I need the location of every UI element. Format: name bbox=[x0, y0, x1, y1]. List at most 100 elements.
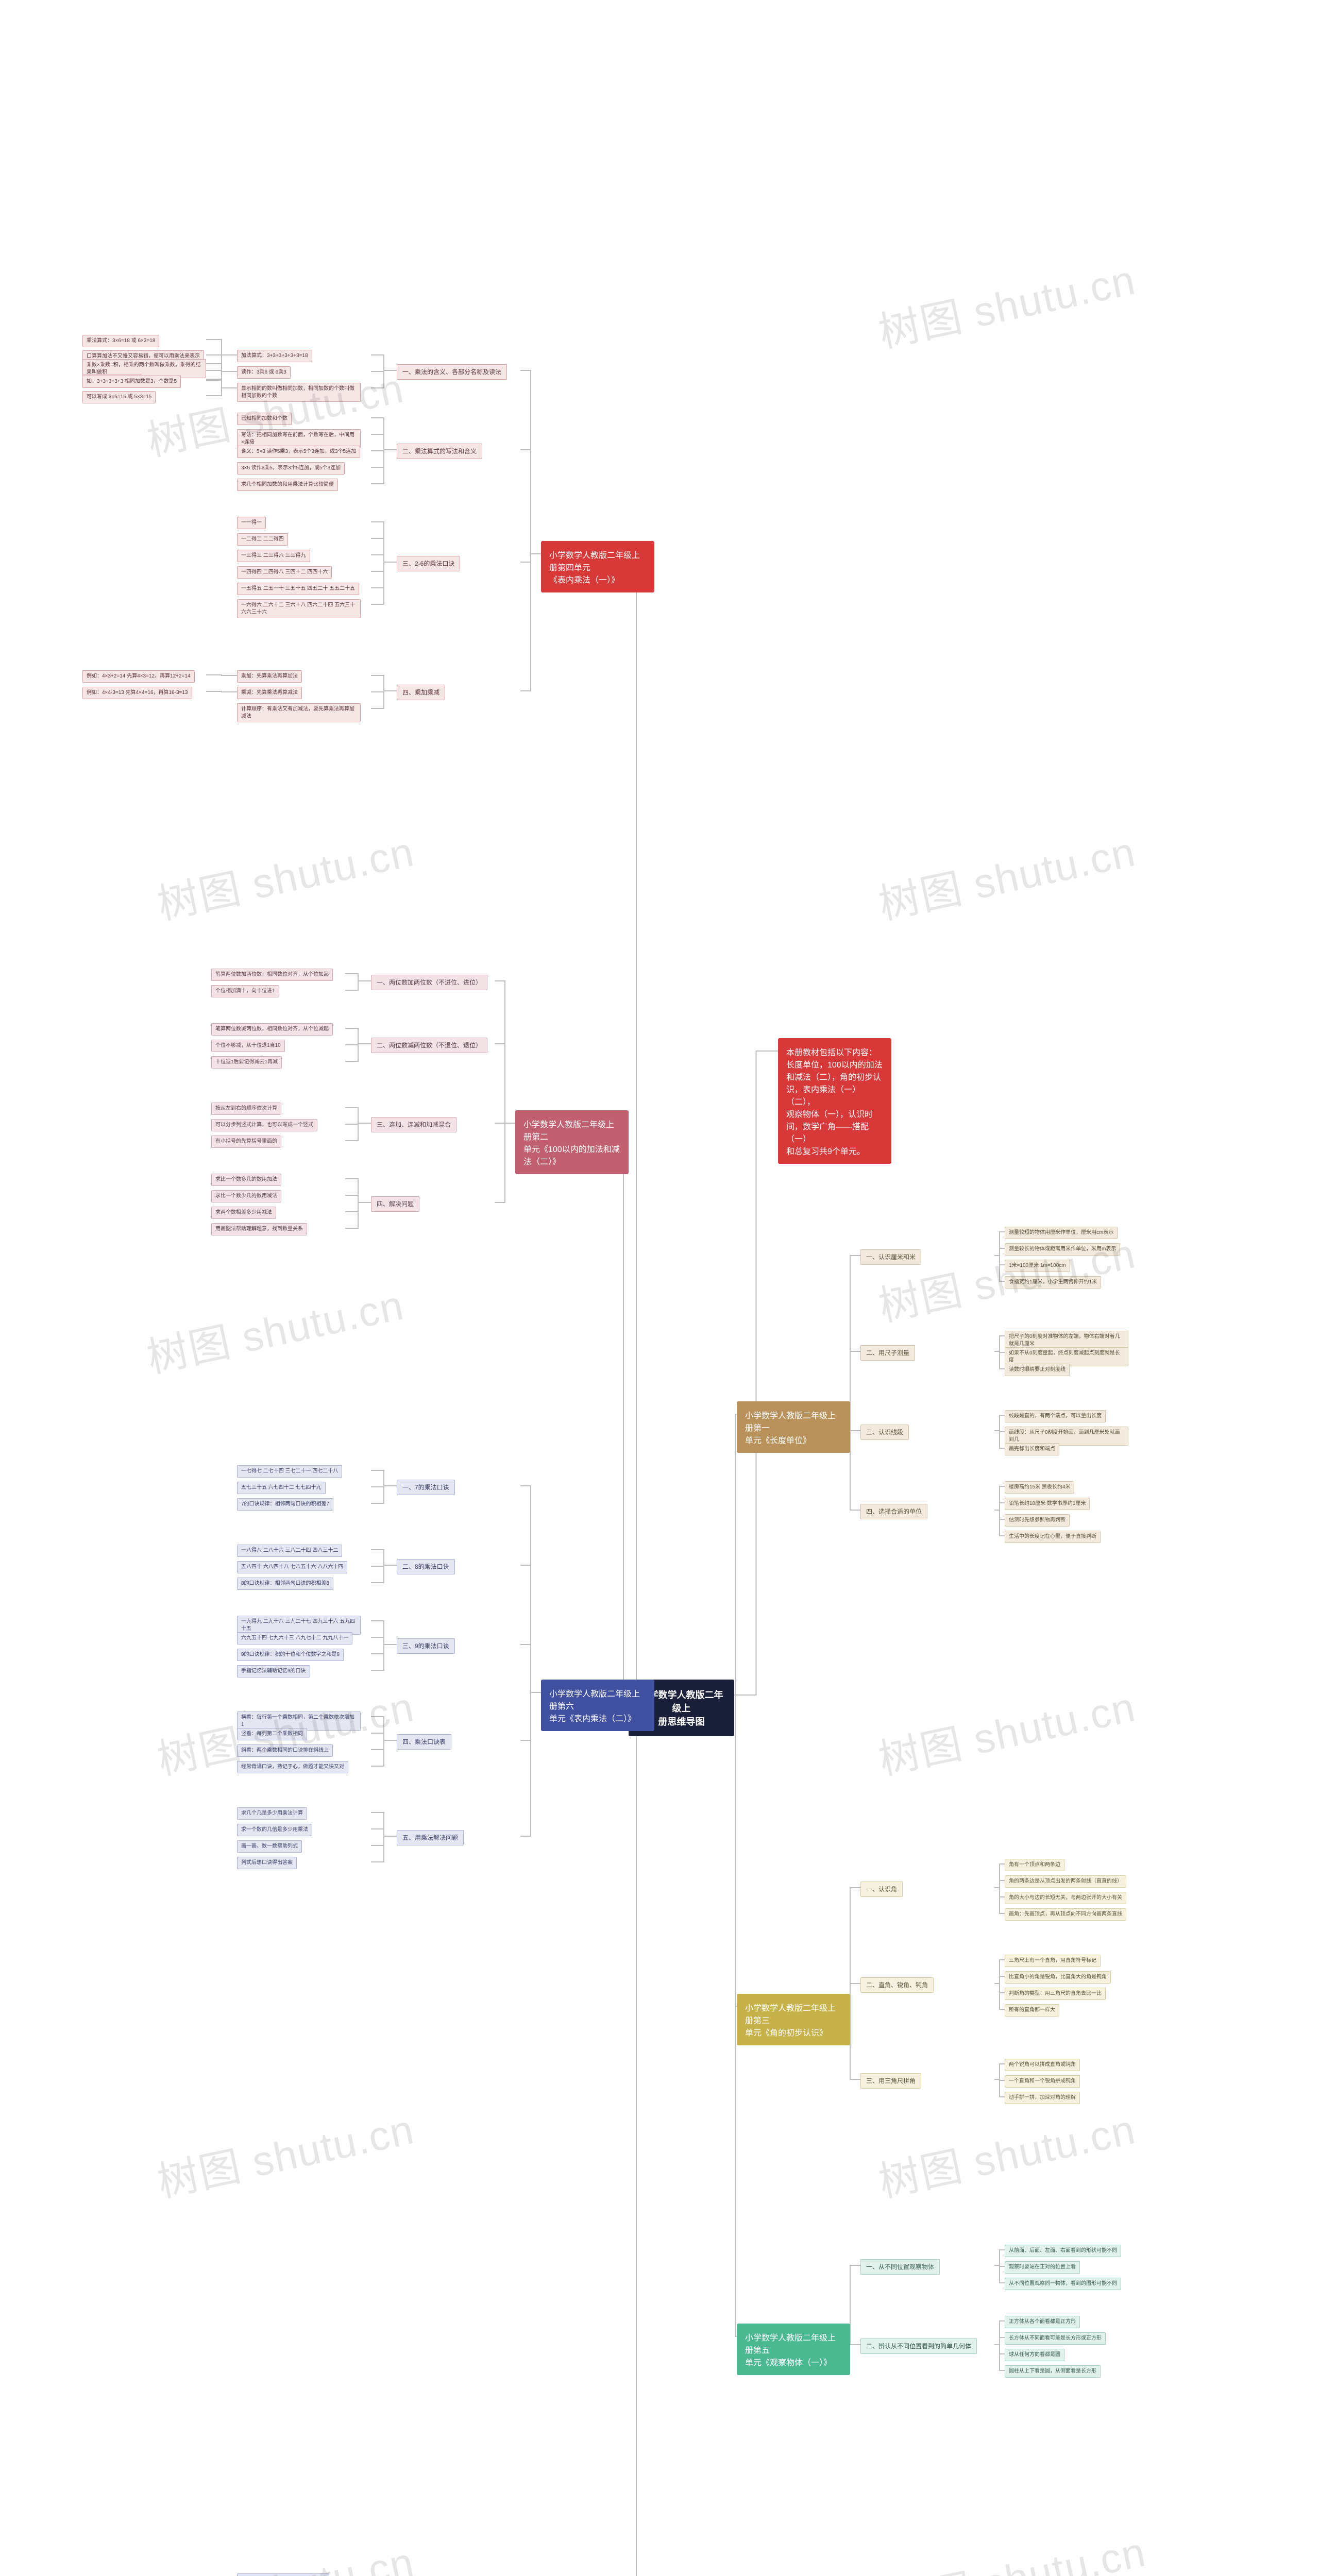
leaf-node: 长方体从不同面看可能是长方形或正方形 bbox=[1005, 2332, 1106, 2345]
leaf-node: 例如：4×3+2=14 先算4×3=12，再算12+2=14 bbox=[82, 670, 195, 683]
sub-node: 三、2-6的乘法口诀 bbox=[397, 556, 460, 571]
watermark: 树图 shutu.cn bbox=[151, 2096, 419, 2209]
sub-node: 五、用乘法解决问题 bbox=[397, 1830, 464, 1845]
watermark: 树图 shutu.cn bbox=[872, 819, 1140, 931]
leaf-node: 三角尺上有一个直角，用直角符号标记 bbox=[1005, 1955, 1101, 1967]
leaf-node: 画完标出长度和端点 bbox=[1005, 1443, 1059, 1455]
leaf-node: 求比一个数多几的数用加法 bbox=[211, 1174, 281, 1186]
connectors-layer bbox=[0, 0, 1319, 2576]
leaf-node: 球从任何方向看都是圆 bbox=[1005, 2349, 1064, 2361]
leaf-node: 一四得四 二四得八 三四十二 四四十六 bbox=[237, 566, 332, 579]
watermark: 树图 shutu.cn bbox=[883, 2519, 1151, 2576]
leaf-node: 求比一个数少几的数用减法 bbox=[211, 1190, 281, 1202]
leaf-node: 画角：先画顶点，再从顶点向不同方向画两条直线 bbox=[1005, 1908, 1126, 1921]
leaf-node: 9的口诀规律：积的十位和个位数字之和是9 bbox=[237, 1649, 344, 1661]
sub-node: 二、辨认从不同位置看到的简单几何体 bbox=[860, 2338, 977, 2354]
sub-node: 三、认识线段 bbox=[860, 1425, 909, 1440]
leaf-node: 圆柱从上下看是圆，从侧面看是长方形 bbox=[1005, 2365, 1101, 2378]
leaf-node: 乘加：先算乘法再算加法 bbox=[237, 670, 302, 683]
sub-node: 四、乘法口诀表 bbox=[397, 1734, 451, 1750]
leaf-node: 有小括号的先算括号里面的 bbox=[211, 1136, 281, 1148]
leaf-node: 笔算两位数减两位数，相同数位对齐，从个位减起 bbox=[211, 1023, 333, 1036]
leaf-node: 正方体从各个面看都是正方形 bbox=[1005, 2316, 1080, 2328]
leaf-node: 笔算两位数加两位数，相同数位对齐，从个位加起 bbox=[211, 969, 333, 981]
leaf-node: 例如：4×4-3=13 先算4×4=16，再算16-3=13 bbox=[82, 687, 192, 699]
leaf-node: 铅笔长约18厘米 数学书厚约1厘米 bbox=[1005, 1498, 1090, 1510]
leaf-node: 角的两条边是从顶点出发的两条射线（直直的线） bbox=[1005, 1875, 1126, 1888]
leaf-node: 楼房高约15米 黑板长约4米 bbox=[1005, 1481, 1074, 1494]
leaf-node: 所有的直角都一样大 bbox=[1005, 2004, 1059, 2016]
leaf-node: 五七三十五 六七四十二 七七四十九 bbox=[237, 1482, 326, 1494]
sub-node: 二、8的乘法口诀 bbox=[397, 1559, 455, 1574]
leaf-node: 一七得七 二七十四 三七二十一 四七二十八 bbox=[237, 1465, 342, 1478]
leaf-node: 用1、2两个数字组成两位数：12、21 bbox=[237, 2573, 329, 2576]
watermark: 树图 shutu.cn bbox=[151, 819, 419, 931]
sub-node: 二、用尺子测量 bbox=[860, 1345, 915, 1361]
leaf-node: 估测时先想参照物再判断 bbox=[1005, 1514, 1070, 1527]
sub-node: 四、选择合适的单位 bbox=[860, 1504, 927, 1519]
leaf-node: 已知相同加数和个数 bbox=[237, 413, 292, 425]
leaf-node: 测量较长的物体或距离用米作单位，米用m表示 bbox=[1005, 1243, 1120, 1256]
sub-node: 二、两位数减两位数（不退位、退位） bbox=[371, 1038, 487, 1053]
leaf-node: 加法算式：3+3+3+3+3+3=18 bbox=[237, 350, 312, 362]
leaf-node: 一五得五 二五一十 三五十五 四五二十 五五二十五 bbox=[237, 583, 359, 595]
leaf-node: 含义：5×3 读作5乘3，表示5个3连加，或3个5连加 bbox=[237, 446, 360, 458]
leaf-node: 六九五十四 七九六十三 八九七十二 九九八十一 bbox=[237, 1632, 352, 1645]
leaf-node: 观察时要站在正对的位置上看 bbox=[1005, 2261, 1080, 2274]
leaf-node: 经常背诵口诀，熟记于心，做题才能又快又对 bbox=[237, 1761, 348, 1773]
leaf-node: 比直角小的角是锐角，比直角大的角是钝角 bbox=[1005, 1971, 1111, 1984]
leaf-node: 按从左到右的顺序依次计算 bbox=[211, 1103, 281, 1115]
sub-node: 三、连加、连减和加减混合 bbox=[371, 1117, 456, 1132]
sub-node: 一、乘法的含义、各部分名称及读法 bbox=[397, 364, 507, 380]
leaf-node: 十位退1后要记得减去1再减 bbox=[211, 1056, 282, 1069]
leaf-node: 乘法算式：3×6=18 或 6×3=18 bbox=[82, 335, 159, 347]
branch-node: 小学数学人教版二年级上册第五 单元《观察物体（一）》 bbox=[737, 2324, 850, 2375]
leaf-node: 7的口诀规律：相邻两句口诀的积相差7 bbox=[237, 1498, 333, 1511]
sub-node: 一、7的乘法口诀 bbox=[397, 1480, 455, 1495]
leaf-node: 个位相加满十，向十位进1 bbox=[211, 985, 279, 997]
leaf-node: 乘减：先算乘法再算减法 bbox=[237, 687, 302, 699]
leaf-node: 食指宽约1厘米，小学生两臂伸开约1米 bbox=[1005, 1276, 1101, 1289]
leaf-node: 8的口诀规律：相邻两句口诀的积相差8 bbox=[237, 1578, 333, 1590]
leaf-node: 显示相同的数叫做相同加数，相同加数的个数叫做相同加数的个数 bbox=[237, 383, 361, 402]
branch-node: 小学数学人教版二年级上册第三 单元《角的初步认识》 bbox=[737, 1994, 850, 2045]
sub-node: 三、9的乘法口诀 bbox=[397, 1638, 455, 1654]
branch-node: 小学数学人教版二年级上册第四单元 《表内乘法（一）》 bbox=[541, 541, 654, 592]
leaf-node: 一二得二 二二得四 bbox=[237, 533, 288, 546]
sub-node: 一、两位数加两位数（不进位、进位） bbox=[371, 975, 487, 990]
leaf-node: 从前面、后面、左面、右面看到的形状可能不同 bbox=[1005, 2245, 1121, 2257]
sub-node: 一、从不同位置观察物体 bbox=[860, 2259, 940, 2275]
watermark: 树图 shutu.cn bbox=[872, 2096, 1140, 2209]
branch-node: 小学数学人教版二年级上册第二 单元《100以内的加法和减法（二）》 bbox=[515, 1110, 629, 1174]
leaf-node: 手指记忆法辅助记忆9的口诀 bbox=[237, 1665, 310, 1677]
sub-node: 四、解决问题 bbox=[371, 1196, 419, 1212]
sub-node: 一、认识角 bbox=[860, 1882, 903, 1897]
leaf-node: 1米=100厘米 1m=100cm bbox=[1005, 1260, 1070, 1272]
leaf-node: 竖看：每列第二个乘数相同 bbox=[237, 1728, 307, 1740]
sub-node: 二、直角、锐角、钝角 bbox=[860, 1977, 934, 1993]
leaf-node: 如：3+3+3+3+3 相同加数是3，个数是5 bbox=[82, 376, 181, 388]
leaf-node: 从不同位置观察同一物体，看到的图形可能不同 bbox=[1005, 2278, 1121, 2290]
leaf-node: 个位不够减，从十位退1当10 bbox=[211, 1040, 285, 1052]
leaf-node: 一八得八 二八十六 三八二十四 四八三十二 bbox=[237, 1545, 342, 1557]
leaf-node: 可以写成 3×5=15 或 5×3=15 bbox=[82, 391, 156, 403]
leaf-node: 一三得三 二三得六 三三得九 bbox=[237, 550, 310, 562]
sub-node: 四、乘加乘减 bbox=[397, 685, 445, 700]
leaf-node: 列式后想口诀得出答案 bbox=[237, 1857, 297, 1869]
leaf-node: 判断角的类型：用三角尺的直角去比一比 bbox=[1005, 1988, 1106, 2000]
leaf-node: 五八四十 六八四十八 七八五十六 八八六十四 bbox=[237, 1561, 347, 1573]
leaf-node: 生活中的长度记在心里，便于直接判断 bbox=[1005, 1531, 1101, 1543]
sub-node: 二、乘法算式的写法和含义 bbox=[397, 444, 482, 459]
leaf-node: 读作：3乘6 或 6乘3 bbox=[237, 366, 291, 379]
leaf-node: 角的大小与边的长短无关，与两边张开的大小有关 bbox=[1005, 1892, 1126, 1904]
watermark: 树图 shutu.cn bbox=[151, 2529, 419, 2576]
watermark: 树图 shutu.cn bbox=[872, 1674, 1140, 1787]
leaf-node: 测量较短的物体用厘米作单位，厘米用cm表示 bbox=[1005, 1227, 1118, 1239]
leaf-node: 斜看：两个乘数相同的口诀排在斜线上 bbox=[237, 1744, 333, 1757]
leaf-node: 画一画、数一数帮助列式 bbox=[237, 1840, 302, 1853]
branch-node: 小学数学人教版二年级上册第一 单元《长度单位》 bbox=[737, 1401, 850, 1453]
leaf-node: 求两个数相差多少用减法 bbox=[211, 1207, 276, 1219]
leaf-node: 线段是直的，有两个端点，可以量出长度 bbox=[1005, 1410, 1106, 1422]
leaf-node: 动手拼一拼，加深对角的理解 bbox=[1005, 2092, 1080, 2104]
branch-node: 小学数学人教版二年级上册第六 单元《表内乘法（二）》 bbox=[541, 1680, 654, 1731]
